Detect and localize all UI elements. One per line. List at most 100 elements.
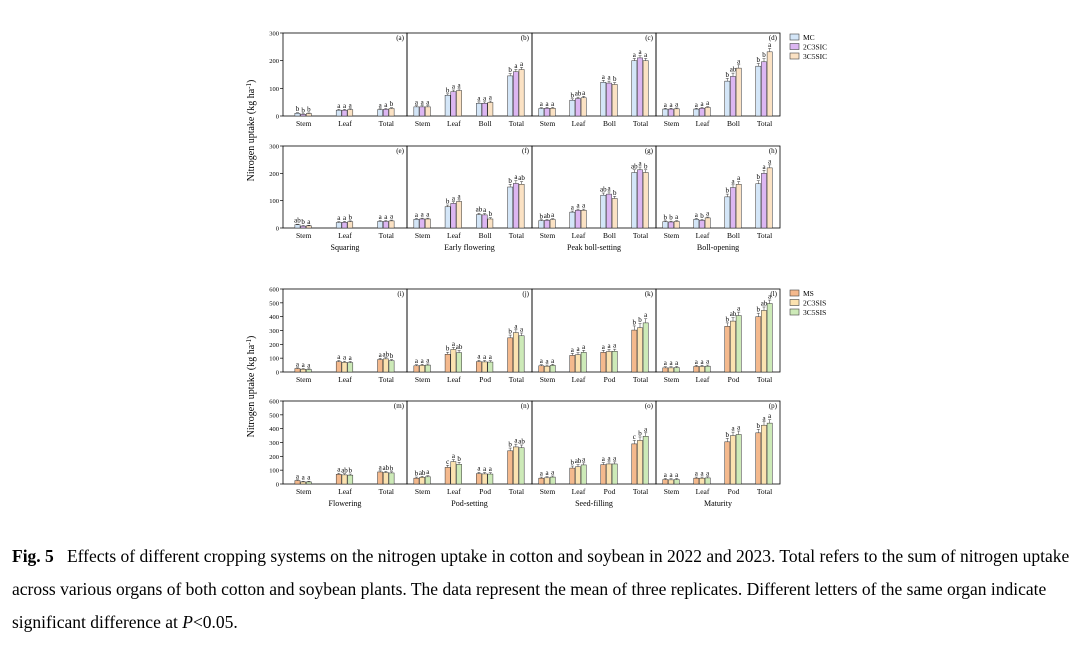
- significance-letter: b: [415, 470, 419, 478]
- legend-swatch: [789, 52, 800, 60]
- y-tick-label: 0: [276, 370, 279, 377]
- legend-label: MS: [803, 289, 814, 298]
- significance-letter: a: [415, 98, 419, 106]
- x-tick-label: Total: [633, 487, 648, 496]
- bar: [766, 51, 773, 117]
- bar: [294, 368, 301, 373]
- significance-letter: a: [551, 100, 555, 108]
- significance-letter: a: [421, 211, 425, 219]
- significance-letter: a: [571, 346, 575, 354]
- bar: [724, 441, 731, 485]
- significance-letter: b: [638, 316, 642, 324]
- bar: [450, 91, 457, 117]
- significance-letter: a: [343, 354, 347, 362]
- significance-letter: a: [343, 102, 347, 110]
- y-tick-label: 100: [269, 356, 279, 363]
- significance-letter: a: [426, 211, 430, 219]
- bar: [507, 186, 514, 229]
- significance-letter: b: [638, 429, 642, 437]
- bar: [606, 463, 612, 485]
- panel-label: (h): [769, 147, 778, 155]
- x-tick-label: Leaf: [572, 231, 586, 240]
- bar: [631, 443, 638, 485]
- x-tick-label: Stem: [415, 375, 431, 384]
- significance-letter: a: [337, 214, 341, 222]
- bar: [487, 361, 494, 373]
- significance-letter: b: [446, 86, 450, 94]
- significance-letter: b: [664, 213, 668, 221]
- significance-letter: a: [514, 437, 518, 445]
- bar: [766, 422, 773, 485]
- significance-letter: b: [446, 198, 450, 206]
- bar: [294, 112, 301, 117]
- bar: [341, 222, 348, 229]
- bar: [549, 476, 556, 485]
- significance-letter: a: [706, 358, 710, 366]
- bar: [419, 218, 425, 229]
- significance-letter: b: [301, 218, 305, 226]
- y-tick-label: 600: [269, 399, 279, 406]
- significance-letter: a: [458, 192, 462, 200]
- x-tick-label: Total: [633, 375, 648, 384]
- significance-letter: a: [477, 353, 481, 361]
- significance-letter: a: [582, 202, 586, 210]
- significance-letter: ab: [575, 90, 582, 98]
- x-tick-label: Stem: [664, 119, 680, 128]
- significance-letter: a: [307, 218, 311, 226]
- significance-letter: a: [540, 357, 544, 365]
- y-tick-label: 100: [269, 198, 279, 205]
- panel-label: (p): [769, 402, 778, 410]
- significance-letter: b: [726, 315, 730, 323]
- significance-letter: ab: [518, 174, 525, 182]
- bar: [600, 81, 607, 117]
- bar: [335, 222, 342, 229]
- bar: [456, 201, 462, 229]
- significance-letter: a: [762, 163, 766, 171]
- panel-frame: [655, 32, 781, 117]
- significance-letter: b: [700, 212, 704, 220]
- bar: [538, 365, 545, 373]
- x-tick-label: Pod: [479, 487, 491, 496]
- significance-letter: ab: [575, 457, 582, 465]
- significance-letter: a: [379, 463, 383, 471]
- significance-letter: a: [379, 351, 383, 359]
- legend-label: MC: [803, 33, 815, 42]
- stage-label: Maturity: [704, 499, 732, 508]
- y-tick-label: 200: [269, 58, 279, 65]
- significance-letter: b: [644, 162, 648, 170]
- bar: [481, 214, 488, 229]
- bar: [513, 446, 519, 485]
- bar: [341, 109, 348, 117]
- significance-letter: a: [607, 454, 611, 462]
- significance-letter: a: [731, 177, 735, 185]
- x-tick-label: Leaf: [338, 119, 352, 128]
- x-tick-label: Total: [509, 231, 524, 240]
- significance-letter: a: [426, 356, 430, 364]
- significance-letter: a: [489, 94, 493, 102]
- significance-letter: a: [602, 455, 606, 463]
- x-tick-label: Leaf: [696, 119, 710, 128]
- legend-label: 2C3SIC: [803, 43, 827, 52]
- bar: [575, 466, 581, 485]
- y-tick-label: 200: [269, 171, 279, 178]
- y-tick-label: 0: [276, 226, 279, 233]
- significance-letter: a: [664, 359, 668, 367]
- significance-letter: b: [301, 106, 305, 114]
- legend-swatch: [789, 43, 800, 50]
- significance-letter: a: [571, 204, 575, 212]
- significance-letter: ab: [600, 186, 607, 194]
- bar: [456, 90, 462, 117]
- y-tick-label: 500: [269, 300, 279, 307]
- bar: [382, 221, 389, 229]
- bar: [580, 209, 587, 229]
- significance-letter: a: [582, 89, 586, 97]
- bar: [766, 167, 773, 229]
- significance-letter: b: [669, 214, 673, 222]
- x-tick-label: Total: [379, 487, 394, 496]
- x-tick-label: Total: [509, 487, 524, 496]
- significance-letter: a: [337, 353, 341, 361]
- bar: [693, 366, 700, 373]
- bar: [642, 60, 649, 117]
- significance-letter: b: [757, 173, 761, 181]
